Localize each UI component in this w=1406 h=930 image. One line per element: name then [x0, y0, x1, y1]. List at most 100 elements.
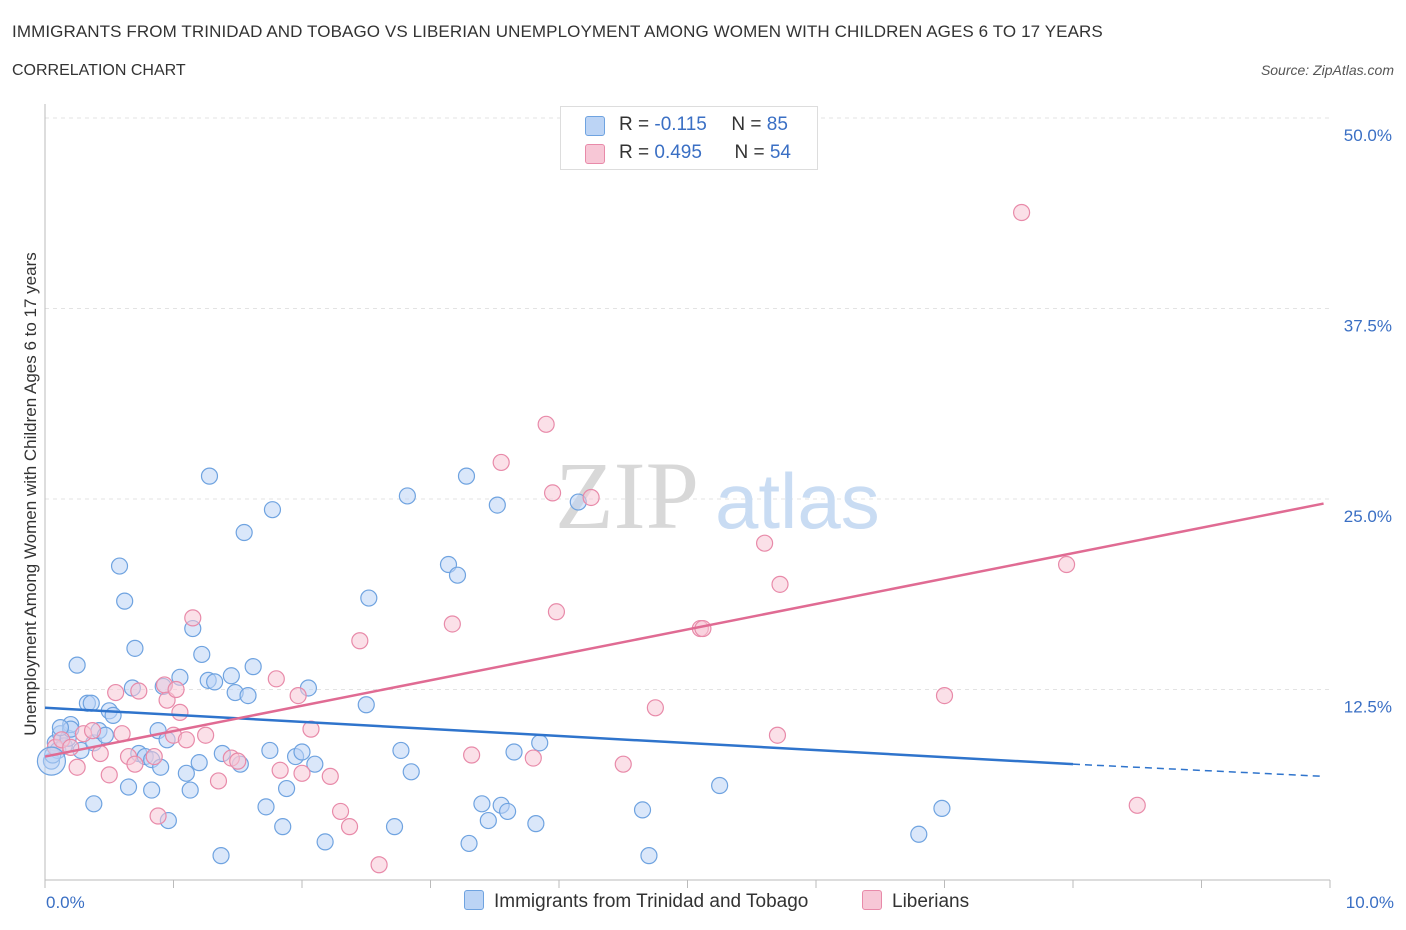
point-immigrants — [527, 815, 545, 833]
point-immigrants — [398, 487, 416, 505]
point-liberians — [524, 749, 542, 767]
point-liberians — [83, 722, 102, 740]
point-liberians — [614, 755, 632, 773]
point-liberians — [107, 683, 125, 702]
legend-n-label: N = — [734, 142, 770, 163]
point-immigrants — [206, 673, 224, 691]
point-immigrants — [119, 778, 138, 796]
point-immigrants — [499, 802, 517, 821]
point-immigrants — [357, 696, 375, 714]
point-immigrants — [479, 811, 497, 830]
point-immigrants — [488, 496, 506, 514]
point-liberians — [547, 603, 566, 621]
data-points — [36, 203, 1146, 874]
axis-labels: 12.5% 25.0% 37.5% 50.0% 0.0% 10.0% Unemploymen… — [21, 126, 1394, 912]
point-immigrants — [392, 741, 410, 760]
point-immigrants — [116, 592, 134, 610]
point-immigrants — [640, 847, 658, 865]
point-immigrants — [222, 667, 240, 685]
point-immigrants — [633, 801, 652, 819]
point-liberians — [443, 615, 461, 633]
point-liberians — [177, 731, 195, 749]
point-liberians — [543, 484, 562, 502]
gridlines — [45, 117, 1330, 690]
point-liberians — [771, 575, 789, 593]
legend-r-value: 0.495 — [654, 142, 702, 163]
point-liberians — [271, 761, 289, 779]
point-immigrants — [360, 589, 378, 607]
point-liberians — [321, 767, 339, 785]
point-liberians — [492, 453, 510, 472]
bottom-legend-liberians: Liberians — [862, 890, 969, 913]
point-immigrants — [193, 645, 211, 664]
bottom-legend-immigrants: Immigrants from Trinidad and Tobago — [464, 890, 808, 913]
point-immigrants — [711, 776, 729, 795]
point-liberians — [229, 752, 247, 770]
legend-n-label: N = — [731, 114, 767, 135]
point-immigrants — [212, 847, 230, 865]
trend-lines — [44, 502, 1324, 778]
point-immigrants — [239, 686, 257, 705]
legend-swatch-pink — [585, 144, 605, 164]
point-liberians — [68, 758, 86, 776]
point-liberians — [646, 699, 664, 717]
point-liberians — [755, 534, 774, 552]
point-liberians — [331, 802, 350, 821]
point-immigrants — [190, 754, 208, 772]
point-immigrants — [402, 763, 420, 781]
point-immigrants — [244, 658, 262, 676]
source-credit: Source: ZipAtlas.com — [1260, 62, 1394, 78]
point-immigrants — [181, 781, 199, 799]
bottom-legend-label: Immigrants from Trinidad and Tobago — [494, 891, 809, 912]
point-liberians — [1128, 796, 1146, 814]
chart-subtitle: CORRELATION CHART — [12, 62, 186, 79]
y-tick-label: 50.0% — [1344, 126, 1392, 145]
point-liberians — [768, 726, 787, 744]
point-liberians — [293, 764, 311, 782]
point-immigrants — [263, 501, 282, 519]
point-liberians — [935, 686, 954, 705]
x-tick-label: 10.0% — [1346, 893, 1394, 912]
correlation-legend: R = -0.115 N = 85 R = 0.495 N = 54 — [560, 106, 818, 170]
legend-n-value: 54 — [769, 142, 791, 163]
trend-line-immigrants — [44, 706, 1074, 766]
point-liberians — [340, 818, 359, 836]
point-immigrants — [177, 764, 195, 782]
x-tick-label: 0.0% — [46, 893, 85, 912]
point-immigrants — [143, 781, 161, 799]
point-immigrants — [257, 798, 275, 816]
point-liberians — [145, 747, 163, 766]
point-immigrants — [933, 799, 951, 817]
point-liberians — [1012, 203, 1031, 222]
chart-title: IMMIGRANTS FROM TRINIDAD AND TOBAGO VS L… — [12, 22, 1103, 41]
point-immigrants — [277, 779, 296, 798]
y-tick-label: 25.0% — [1344, 507, 1392, 526]
point-immigrants — [385, 818, 404, 836]
legend-swatch-blue — [585, 116, 605, 136]
point-immigrants — [104, 706, 122, 725]
legend-r-value: -0.115 — [654, 114, 707, 135]
point-immigrants — [68, 656, 86, 674]
point-immigrants — [261, 741, 279, 760]
point-immigrants-cluster — [36, 746, 67, 776]
point-immigrants — [457, 467, 476, 485]
point-liberians — [184, 609, 202, 627]
bottom-legend-label: Liberians — [892, 891, 970, 912]
point-liberians — [126, 755, 144, 773]
point-immigrants — [910, 825, 928, 843]
point-liberians — [100, 766, 118, 784]
point-liberians — [267, 670, 285, 688]
y-axis-title: Unemployment Among Women with Children A… — [21, 252, 40, 736]
point-liberians — [1057, 555, 1076, 574]
point-liberians — [370, 856, 388, 874]
point-immigrants — [85, 795, 103, 813]
point-liberians — [463, 746, 481, 764]
bottom-legend-swatch-blue — [464, 890, 484, 910]
trend-line-liberians — [44, 502, 1324, 758]
point-liberians — [167, 680, 185, 699]
point-immigrants — [235, 523, 253, 542]
point-liberians — [149, 807, 167, 825]
legend-n-value: 85 — [766, 114, 788, 135]
point-immigrants — [505, 743, 523, 761]
